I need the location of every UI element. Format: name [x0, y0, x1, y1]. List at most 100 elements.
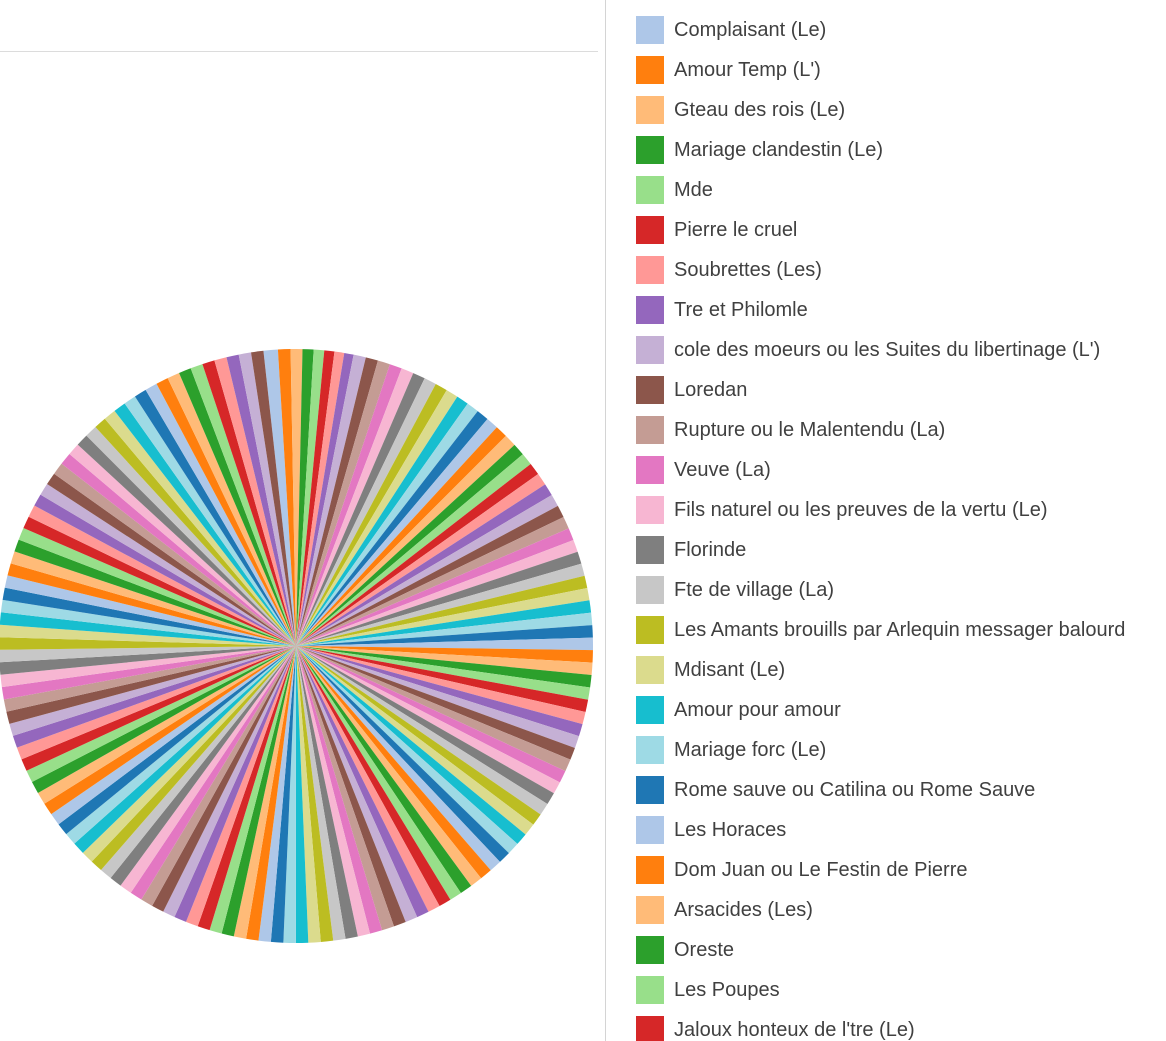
pie-slice [296, 646, 482, 886]
pie-slice [296, 517, 569, 646]
pie-slice [296, 435, 515, 646]
pie-slice [296, 646, 334, 942]
pie-slice [296, 646, 593, 663]
legend-item: Jaloux honteux de l'tre (Le) [636, 1010, 1166, 1041]
pie-slice [296, 352, 354, 646]
pie-slice [3, 646, 296, 712]
legend-label: Amour pour amour [674, 699, 841, 721]
legend-swatch [636, 96, 664, 124]
pie-slice [296, 357, 378, 646]
legend-swatch [636, 136, 664, 164]
pie-slice [296, 539, 578, 646]
pie-slice [61, 453, 296, 646]
pie-slice [10, 551, 297, 646]
pie-slice [296, 646, 586, 725]
pie-slice [296, 360, 390, 646]
legend-item: Amour pour amour [636, 690, 1166, 730]
legend-item: Complaisant (Le) [636, 10, 1166, 50]
pie-slice [44, 646, 296, 815]
legend-item: Fils naturel ou les preuves de la vertu … [636, 490, 1166, 530]
pie-slice [296, 646, 593, 676]
pie-slice [77, 435, 297, 646]
legend-swatch [636, 536, 664, 564]
legend-item: Rome sauve ou Catilina ou Rome Sauve [636, 770, 1166, 810]
pie-slice [296, 350, 335, 646]
pie-slice [226, 354, 296, 646]
pie-slice [296, 349, 314, 646]
legend-label: Veuve (La) [674, 459, 771, 481]
pie-slice [23, 516, 296, 646]
pie-slice [296, 646, 358, 939]
legend-label: Fte de village (La) [674, 579, 835, 601]
pie-slice [179, 368, 296, 646]
pie-slice [21, 646, 296, 771]
pie-slice [114, 403, 296, 646]
pie-slice [296, 646, 566, 783]
pie-slice [82, 646, 296, 862]
pie-slice [296, 646, 560, 794]
pie-slices [0, 348, 593, 944]
pie-slice [40, 484, 297, 646]
pie-slice [296, 551, 582, 646]
pie-slice [296, 484, 552, 646]
legend-swatch [636, 256, 664, 284]
legend-label: Loredan [674, 379, 748, 401]
pie-slice [296, 646, 579, 748]
legend-item: cole des moeurs ou les Suites du liberti… [636, 330, 1166, 370]
legend-item: Mariage forc (Le) [636, 730, 1166, 770]
pie-slice [214, 357, 296, 646]
pie-chart [0, 348, 593, 944]
pie-slice [258, 646, 296, 942]
pie-slice [6, 646, 297, 724]
pie-slice [141, 646, 296, 906]
pie-slice [2, 587, 296, 646]
pie-slice [251, 350, 296, 646]
legend-label: Gteau des rois (Le) [674, 99, 846, 121]
top-rule [0, 51, 598, 52]
pie-slice [296, 349, 325, 646]
legend-item: Les Horaces [636, 810, 1166, 850]
legend-swatch [636, 976, 664, 1004]
pie-slice [296, 646, 418, 922]
pie-slice [295, 646, 309, 944]
pie-slice [296, 354, 366, 646]
pie-slice [120, 646, 296, 893]
pie-slice [130, 646, 296, 900]
pie-slice [296, 473, 546, 646]
pie-slice [296, 368, 414, 646]
pie-slice [296, 646, 491, 879]
legend-item: Arsacides (Les) [636, 890, 1166, 930]
pie-slice [296, 646, 406, 927]
pie-slice [34, 494, 297, 646]
pie-slice [296, 646, 321, 943]
pie-slice [0, 646, 296, 663]
legend-swatch [636, 56, 664, 84]
pie-slice [270, 646, 296, 943]
pie-slice [104, 410, 296, 646]
pie-slice [296, 505, 564, 646]
legend-swatch [636, 696, 664, 724]
legend-item: Gteau des rois (Le) [636, 90, 1166, 130]
pie-slice [296, 646, 589, 713]
pie-slice [296, 646, 548, 815]
pie-slice [28, 505, 296, 646]
legend-label: Les Poupes [674, 979, 780, 1001]
pie-slice [296, 575, 588, 646]
legend-item: Florinde [636, 530, 1166, 570]
legend-label: Complaisant (Le) [674, 19, 827, 41]
legend-label: Jaloux honteux de l'tre (Le) [674, 1019, 915, 1041]
legend-item: Rupture ou le Malentendu (La) [636, 410, 1166, 450]
pie-slice [167, 372, 296, 646]
legend-swatch [636, 416, 664, 444]
pie-slice [110, 646, 296, 886]
pie-slice [221, 646, 296, 937]
pie-slice [145, 383, 296, 646]
pie-slice [296, 646, 383, 934]
pie-slice [31, 646, 296, 793]
pie-slice [246, 646, 296, 941]
pie-slice [69, 444, 297, 646]
pie-slice [296, 646, 541, 825]
pie-slice [283, 646, 296, 943]
legend-item: Soubrettes (Les) [636, 250, 1166, 290]
